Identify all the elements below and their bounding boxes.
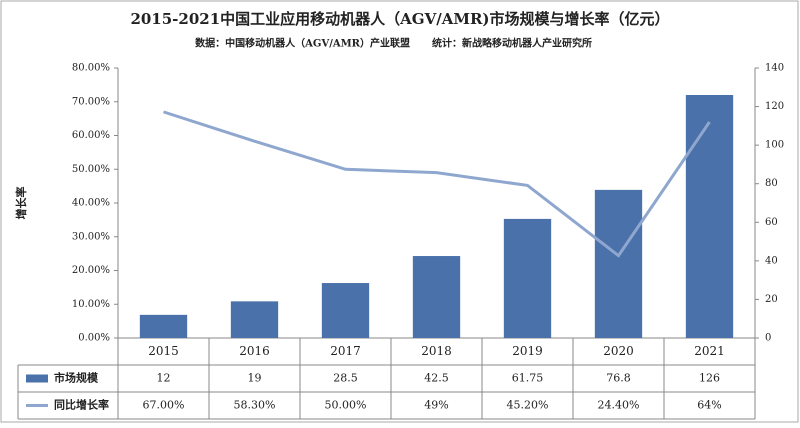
table-value: 61.75 [512,372,544,385]
y-tick-label: 40.00% [72,198,110,209]
legend-label: 市场规模 [54,371,99,385]
bar [685,95,734,338]
y2-tick-label: 60 [765,217,778,228]
bar [139,314,188,338]
table-value: 42.5 [424,372,449,385]
y-tick-label: 0.00% [78,333,110,344]
y-tick-label: 70.00% [72,96,110,107]
y2-tick-label: 40 [765,255,778,266]
y-tick-label: 80.00% [72,63,110,74]
y-tick-label: 50.00% [72,164,110,175]
y-tick-label: 20.00% [72,265,110,276]
y2-tick-label: 120 [765,101,784,112]
line [163,110,711,258]
bar [230,301,279,338]
x-tick-label: 2018 [421,344,452,358]
y-tick-label: 30.00% [72,231,110,242]
table-value: 76.8 [606,372,631,385]
y2-tick-label: 20 [765,294,778,305]
table-value: 126 [699,372,720,385]
bar [412,256,461,338]
bar [594,189,643,338]
y-axis-label: 增长率 [14,187,28,220]
legend-label: 同比增长率 [54,398,109,412]
x-tick-label: 2017 [330,344,361,358]
x-tick-label: 2019 [512,344,543,358]
y2-tick-label: 0 [765,333,771,344]
y2-tick-label: 80 [765,178,778,189]
y2-tick-label: 100 [765,140,784,151]
table-value: 67.00% [143,399,185,412]
table-value: 64% [697,399,721,412]
table-value: 45.20% [507,399,549,412]
table-value: 28.5 [333,372,358,385]
bar [321,283,370,338]
stat: 统计：新战略移动机器人产业研究所 [432,37,592,50]
table-value: 58.30% [234,399,276,412]
legend-key [26,374,48,383]
table-value: 24.40% [598,399,640,412]
table-value: 49% [424,399,448,412]
bar [503,218,552,338]
source: 数据：中国移动机器人（AGV/AMR）产业联盟 [195,37,410,50]
y2-tick-label: 140 [765,63,784,74]
table-value: 19 [248,372,262,385]
y-tick-label: 60.00% [72,130,110,141]
x-tick-label: 2016 [239,344,270,358]
y-tick-label: 10.00% [72,299,110,310]
table-value: 12 [157,372,171,385]
x-tick-label: 2021 [694,344,725,358]
x-tick-label: 2015 [148,344,179,358]
chart-title: 2015-2021中国工业应用移动机器人（AGV/AMR)市场规模与增长率（亿元… [130,10,669,28]
x-tick-label: 2020 [603,344,634,358]
table-value: 50.00% [325,399,367,412]
